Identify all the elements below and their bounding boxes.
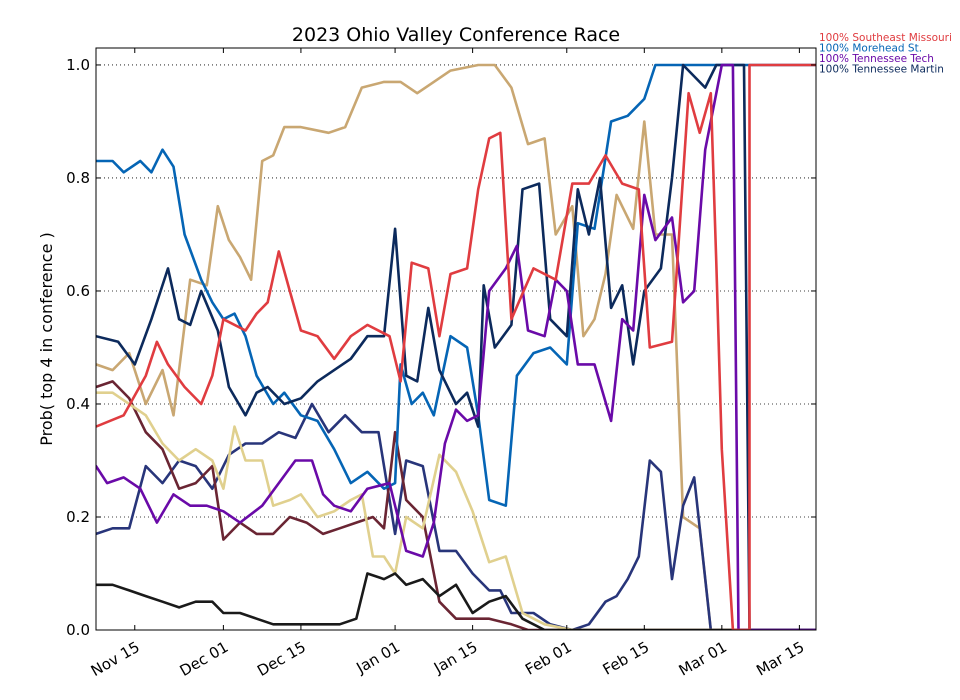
series-line-southeast-missouri [96,63,816,630]
x-tick-label: Feb 15 [600,638,653,679]
series-line-unlabeled-8 [96,572,816,630]
x-tick-label: Mar 01 [676,638,730,680]
y-tick-label: 0.2 [66,508,90,526]
plot-frame [95,47,817,631]
legend-entry: 100% Tennessee Tech [819,53,934,65]
series-line-tennessee-martin [96,63,816,630]
y-tick-label: 0.4 [66,395,90,413]
y-axis-label: Prob( top 4 in conference ) [37,232,56,446]
x-tick-label: Jan 01 [353,638,404,678]
legend-entry: 100% Tennessee Martin [819,64,944,76]
x-tick-label: Dec 01 [177,638,232,680]
y-tick-label: 0.6 [66,282,90,300]
series-line-unlabeled-4 [96,63,816,630]
y-tick-label: 1.0 [66,56,90,74]
series-line-morehead-st [96,63,816,507]
x-tick-label: Nov 15 [88,638,143,680]
series-line-unlabeled-5 [96,402,816,630]
series-line-unlabeled-6 [96,380,816,630]
legend-entry: 100% Southeast Missouri [819,32,952,44]
legend-entry: 100% Morehead St. [819,43,922,55]
series-lines [96,63,816,630]
y-tick-label: 0.0 [66,621,90,639]
chart-title: 2023 Ohio Valley Conference Race [292,24,620,46]
x-tick-label: Feb 01 [522,638,575,679]
x-tick-label: Jan 15 [430,638,481,678]
x-tick-label: Mar 15 [753,638,807,680]
gridlines [96,64,816,518]
x-tick-label: Dec 15 [254,638,309,680]
y-tick-label: 0.8 [66,169,90,187]
series-line-tennessee-tech [96,63,816,630]
series-line-unlabeled-7 [96,391,816,630]
